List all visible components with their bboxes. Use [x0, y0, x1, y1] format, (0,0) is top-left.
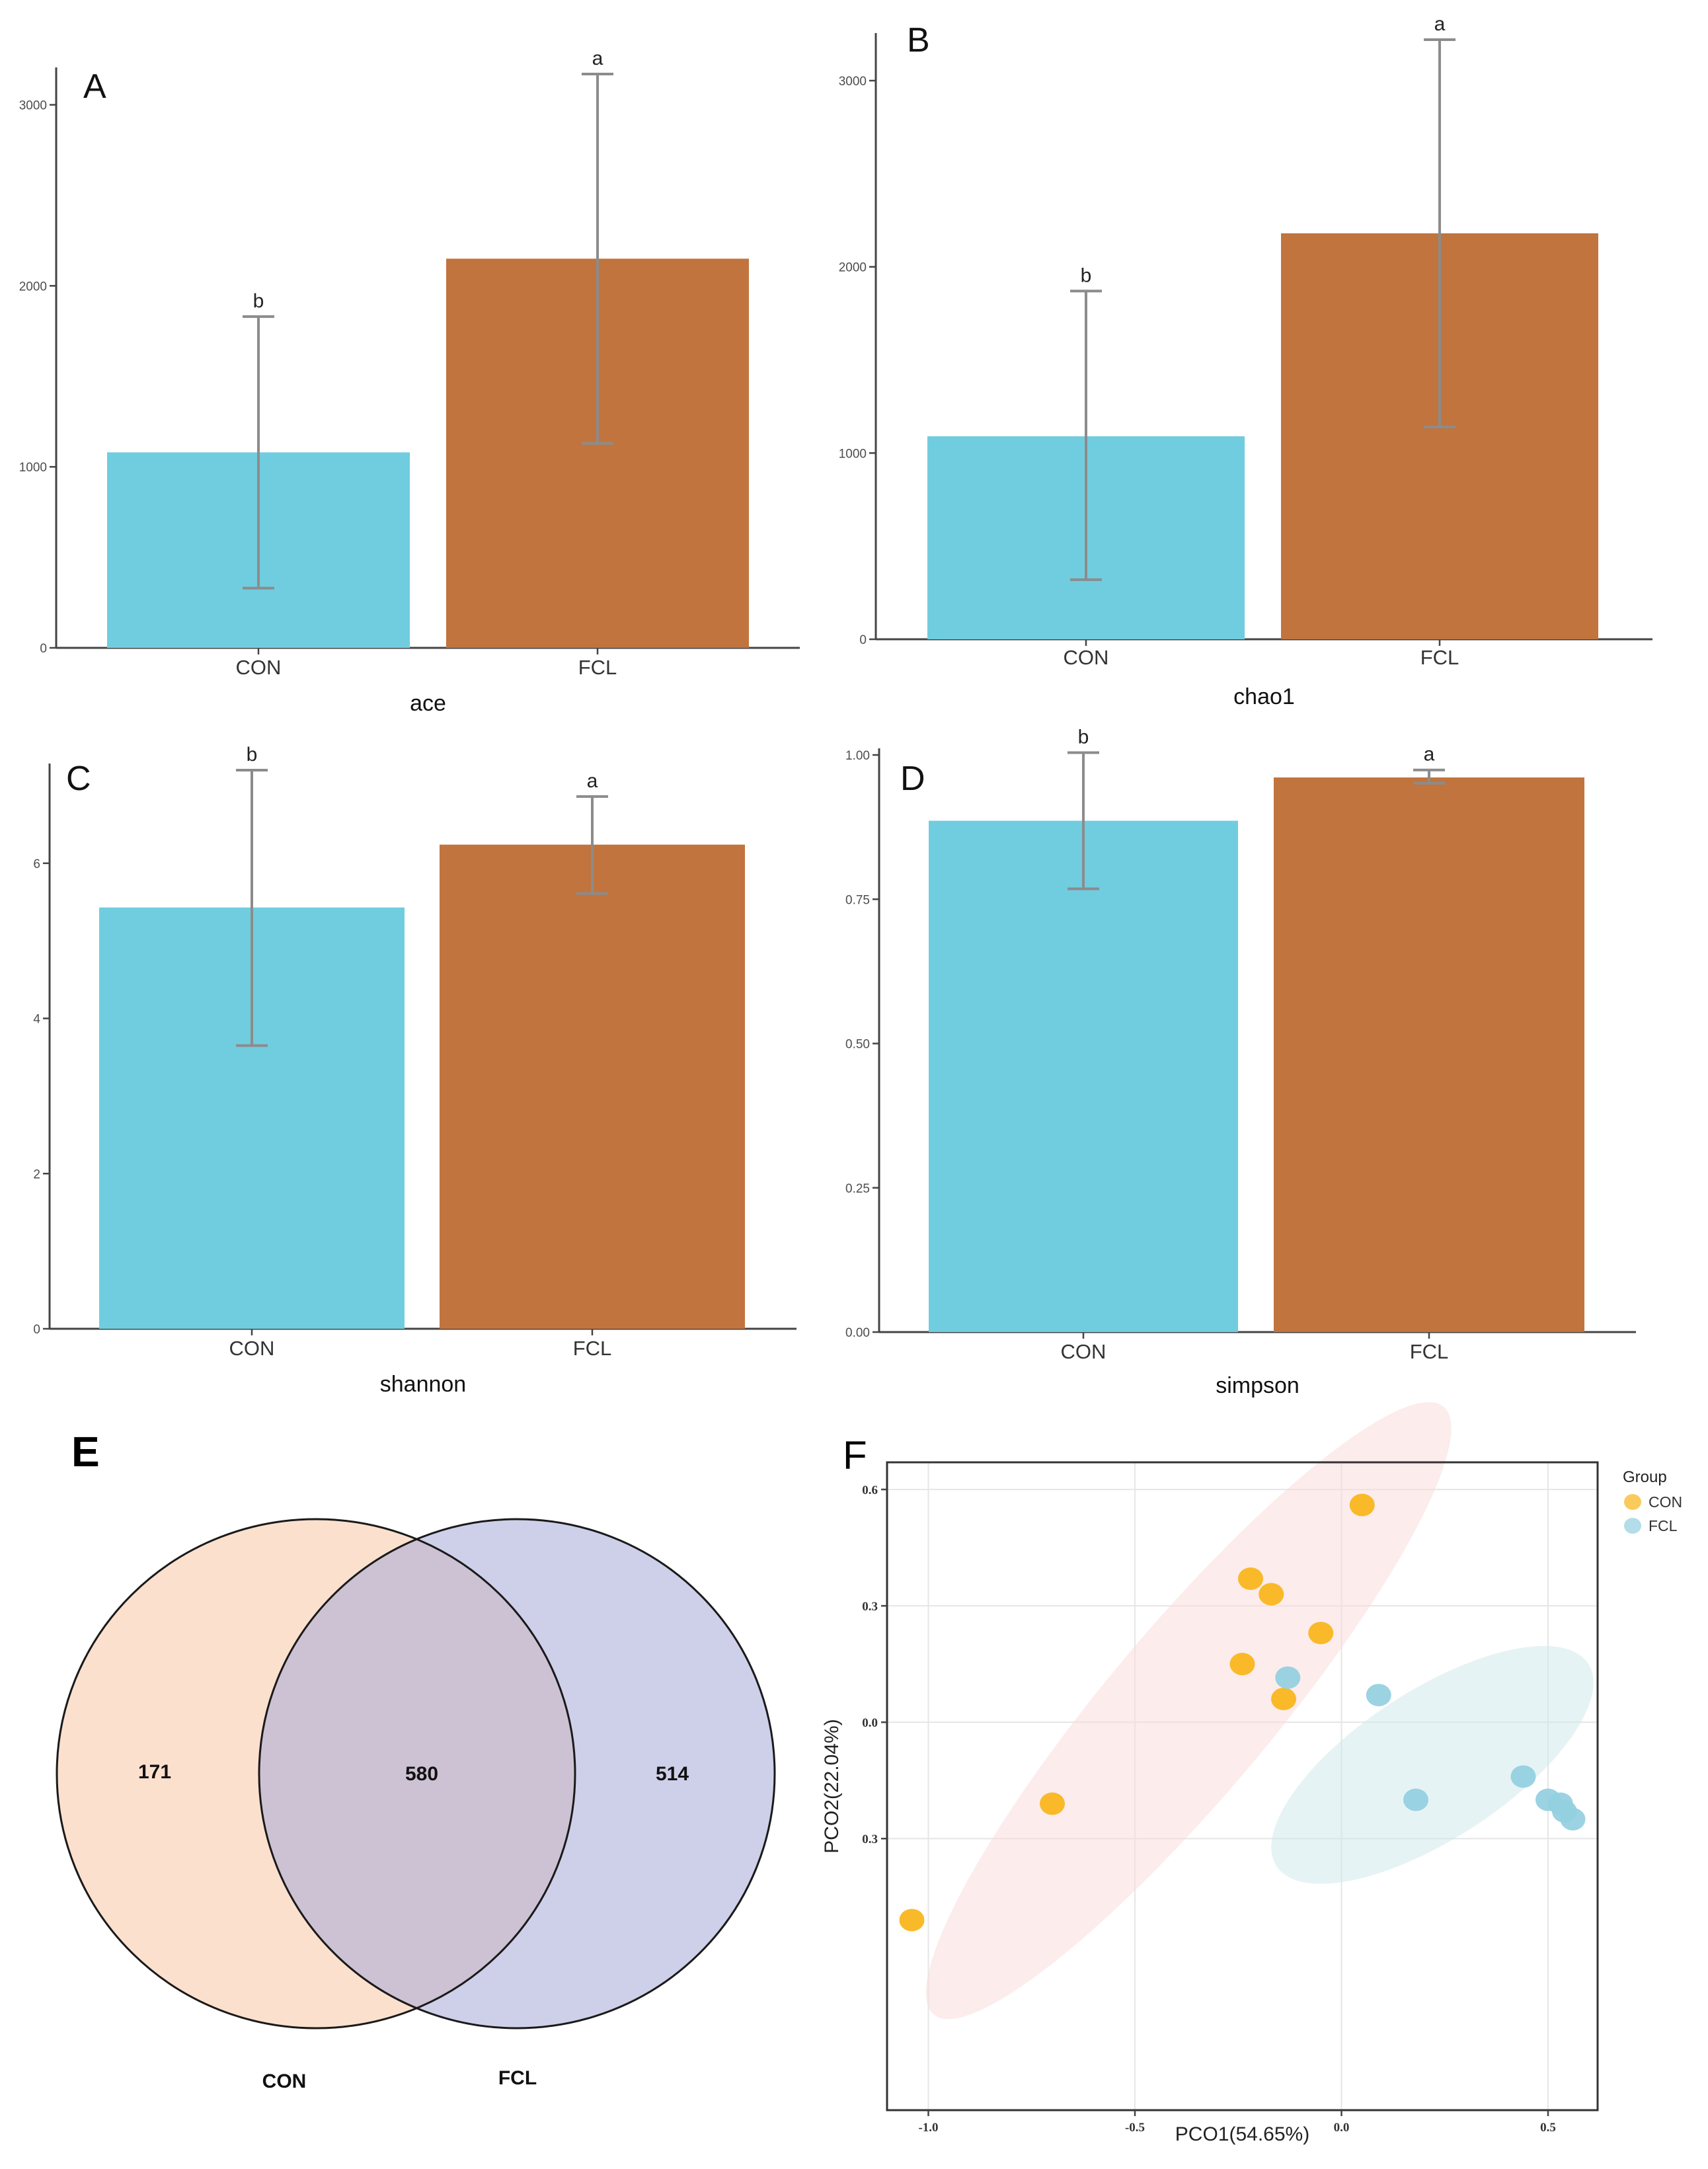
x-axis-title: ace	[410, 691, 446, 716]
venn-count-fcl-only: 514	[656, 1763, 689, 1785]
panel-b-chao1-chart: B 0 1000 2000 3000 b CON a FCL chao1	[839, 13, 1652, 709]
x-category-label: CON	[236, 656, 282, 679]
y-tick-label: 0.3	[862, 1600, 878, 1614]
significance-letter: b	[1078, 727, 1089, 748]
data-point-fcl	[1366, 1684, 1391, 1707]
bar-fcl	[440, 844, 745, 1329]
x-tick-label: -0.5	[1125, 2121, 1145, 2135]
y-tick-label: 4	[33, 1013, 40, 1027]
data-point-fcl	[1560, 1807, 1586, 1831]
confidence-ellipse-fcl	[1271, 1645, 1594, 1884]
panel-c-shannon-chart: C 0 2 4 6 b CON a FCL shannon	[33, 744, 796, 1397]
data-point-con	[1238, 1567, 1263, 1591]
panel-letter: A	[83, 67, 106, 106]
venn-count-con-only: 171	[138, 1761, 171, 1783]
plot-frame	[886, 1461, 1599, 2111]
panel-letter: F	[843, 1433, 867, 1478]
y-tick-label: 2	[33, 1167, 40, 1181]
x-category-label: CON	[1064, 646, 1109, 669]
x-category-label: FCL	[1410, 1340, 1449, 1363]
panel-letter: E	[71, 1428, 100, 1476]
x-axis-title: PCO1(54.65%)	[1175, 2123, 1309, 2145]
y-tick-label: 2000	[839, 261, 867, 275]
venn-circle-con-outline	[56, 1518, 576, 2030]
y-tick-label: 6	[33, 857, 40, 871]
x-tick-label: 0.5	[1540, 2121, 1556, 2135]
venn-circle-fcl-outline	[258, 1518, 776, 2030]
bar-con	[929, 820, 1238, 1332]
data-point-con	[1271, 1687, 1296, 1710]
data-point-fcl	[1510, 1765, 1536, 1788]
y-tick-label: 0	[859, 633, 867, 647]
significance-letter: a	[592, 48, 603, 69]
panel-a-ace-chart: A 0 1000 2000 3000 b CON a FCL ace	[19, 48, 800, 716]
significance-letter: a	[587, 770, 598, 792]
y-tick-label: 0	[33, 1323, 40, 1337]
data-point-con	[1259, 1583, 1284, 1606]
venn-set-label-fcl: FCL	[498, 2067, 537, 2089]
data-point-con	[899, 1909, 925, 1932]
x-category-label: FCL	[573, 1337, 612, 1360]
data-point-con	[1349, 1493, 1375, 1517]
x-category-label: FCL	[1420, 646, 1459, 669]
y-tick-label: 0.6	[862, 1483, 878, 1497]
y-tick-label: 0	[40, 642, 47, 656]
x-axis-title: simpson	[1216, 1373, 1300, 1398]
legend-label-fcl: FCL	[1649, 1517, 1678, 1534]
x-category-label: CON	[229, 1337, 275, 1360]
bar-fcl	[1274, 777, 1584, 1332]
x-axis-title: chao1	[1233, 684, 1295, 709]
y-tick-label: 0.75	[845, 893, 870, 907]
x-category-label: CON	[1061, 1340, 1106, 1363]
x-tick-label: 0.0	[1334, 2121, 1350, 2135]
panel-d-simpson-chart: D 0.00 0.25 0.50 0.75 1.00 b CON a FCL simpson	[845, 727, 1636, 1398]
significance-letter: b	[253, 290, 264, 312]
y-tick-label: 0.50	[845, 1038, 870, 1052]
legend-title: Group	[1623, 1468, 1667, 1486]
legend-swatch-fcl	[1624, 1518, 1641, 1534]
y-tick-label: 1.00	[845, 749, 870, 763]
x-tick-label: -1.0	[918, 2121, 938, 2135]
significance-letter: a	[1434, 13, 1446, 35]
significance-letter: b	[247, 744, 258, 766]
data-point-fcl	[1403, 1788, 1428, 1811]
y-tick-label: 0.0	[862, 1716, 878, 1730]
legend-swatch-con	[1624, 1494, 1641, 1510]
significance-letter: a	[1424, 744, 1435, 766]
data-point-fcl	[1275, 1666, 1301, 1689]
y-tick-label: 1000	[839, 447, 867, 461]
y-tick-label: 0.00	[845, 1326, 870, 1340]
significance-letter: b	[1081, 264, 1092, 286]
venn-set-label-con: CON	[262, 2070, 307, 2092]
y-tick-label: 2000	[19, 280, 47, 294]
y-axis-title: PCO2(22.04%)	[821, 1719, 843, 1853]
panel-letter: B	[907, 21, 930, 59]
panel-letter: C	[66, 760, 91, 798]
x-category-label: FCL	[578, 656, 617, 679]
y-tick-label: 3000	[839, 75, 867, 89]
panel-f-pcoa-chart: F -1.0 -0.5 0.0 0.5 0.6 0.3 0.0 0.3 PCO1(54.65%) P…	[821, 1401, 1682, 2145]
y-tick-label: 0.3	[862, 1833, 878, 1846]
y-tick-label: 0.25	[845, 1182, 870, 1196]
data-point-con	[1040, 1792, 1065, 1815]
panel-letter: D	[900, 760, 925, 798]
y-tick-label: 1000	[19, 461, 47, 475]
confidence-ellipse-con	[925, 1401, 1452, 2020]
x-axis-title: shannon	[380, 1372, 466, 1397]
legend-label-con: CON	[1649, 1493, 1682, 1511]
panel-e-venn-diagram: E 171 580 514 CON FCL	[56, 1428, 776, 2092]
venn-circle-fcl-fill	[259, 1519, 775, 2028]
data-point-con	[1229, 1653, 1255, 1676]
data-point-con	[1308, 1622, 1334, 1645]
y-tick-label: 3000	[19, 99, 47, 113]
venn-count-shared: 580	[405, 1763, 438, 1785]
